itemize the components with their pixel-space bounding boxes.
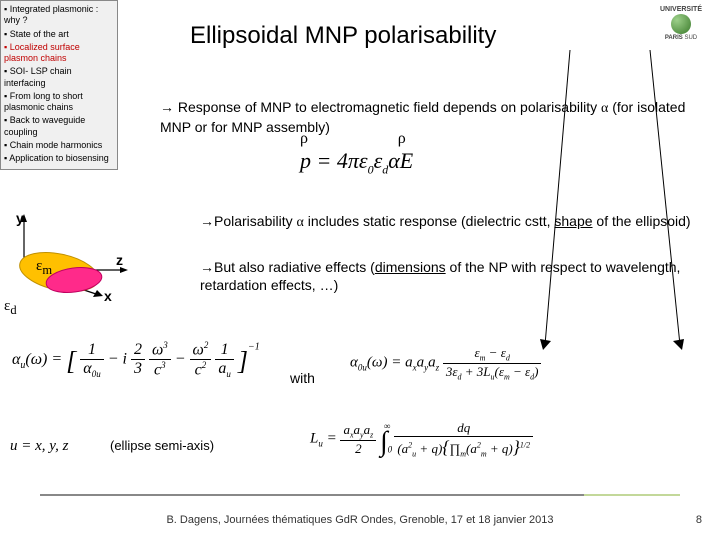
nav-item: ▪ From long to short plasmonic chains xyxy=(4,91,114,114)
equation-main: ρp = 4πε0εdαρE xyxy=(300,148,413,177)
nav-label: Back to waveguide coupling xyxy=(4,115,85,136)
nav-item: ▪ Integrated plasmonic : why ? xyxy=(4,4,114,27)
nav-item: ▪ SOI- LSP chain interfacing xyxy=(4,66,114,89)
logo-line: PARIS SUD xyxy=(650,35,712,41)
nav-label: Integrated plasmonic : why ? xyxy=(4,4,98,25)
footer-divider xyxy=(40,494,680,496)
equation-alpha-0u: α0u(ω) = axayaz εm − εd 3εd + 3Lu(εm − ε… xyxy=(350,345,570,381)
nav-label: Application to biosensing xyxy=(9,153,109,163)
equation-alpha-u: αu(ω) = [ 1α0u − i 23 ω3c3 − ω2c2 1au ]−… xyxy=(12,340,312,380)
nav-label: State of the art xyxy=(10,29,69,39)
ellipsoid-diagram: y z x εm εd xyxy=(4,210,144,320)
nav-item: ▪ Chain mode harmonics xyxy=(4,140,114,151)
slide-title: Ellipsoidal MNP polarisability xyxy=(190,22,496,50)
ellipsoid-svg xyxy=(4,210,144,320)
nav-item: ▪ Back to waveguide coupling xyxy=(4,115,114,138)
eps-d-label: εd xyxy=(4,298,17,318)
eps-m-label: εm xyxy=(36,258,52,278)
nav-label-active: Localized surface plasmon chains xyxy=(4,42,80,63)
sidebar-nav: ▪ Integrated plasmonic : why ? ▪ State o… xyxy=(0,0,118,170)
page-number: 8 xyxy=(696,514,702,526)
globe-icon xyxy=(671,14,691,34)
axis-z-label: z xyxy=(116,252,123,268)
axis-y-label: y xyxy=(16,210,24,226)
logo-line: UNIVERSITÉ xyxy=(650,6,712,13)
nav-label: From long to short plasmonic chains xyxy=(4,91,83,112)
u-xyz: u = x, y, z xyxy=(10,438,68,455)
pointer-arrows xyxy=(540,50,700,350)
nav-label: SOI- LSP chain interfacing xyxy=(4,66,72,87)
nav-item: ▪ Application to biosensing xyxy=(4,153,114,164)
nav-label: Chain mode harmonics xyxy=(10,140,103,150)
equation-Lu: Lu = axayaz 2 ∫0∞ dq (a2u + q){∏m(a2m + … xyxy=(310,420,630,459)
axis-x-label: x xyxy=(104,288,112,304)
nav-item: ▪ State of the art xyxy=(4,29,114,40)
nav-item: ▪ Localized surface plasmon chains xyxy=(4,42,114,65)
with-label: with xyxy=(290,370,315,386)
semi-axis-note: (ellipse semi-axis) xyxy=(110,438,214,453)
footer-text: B. Dagens, Journées thématiques GdR Onde… xyxy=(0,514,720,526)
university-logo: UNIVERSITÉ PARIS SUD xyxy=(650,6,712,40)
